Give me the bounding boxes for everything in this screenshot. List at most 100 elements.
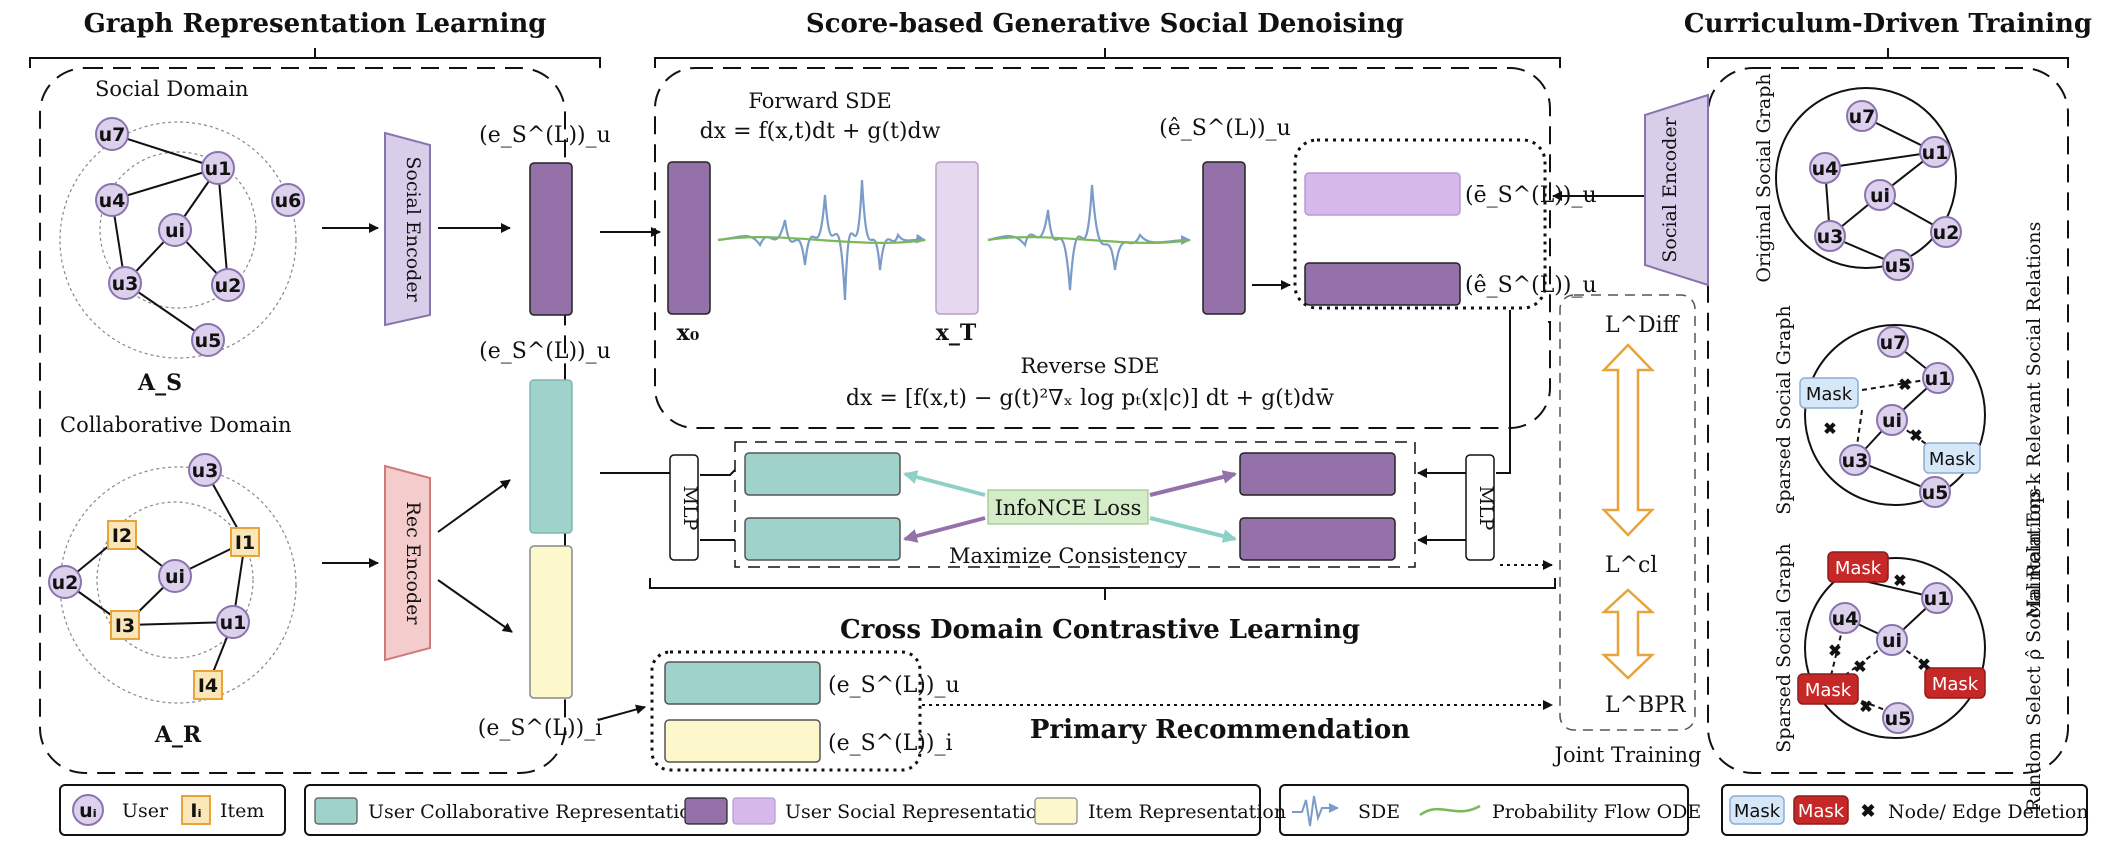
orig-node-u7: u7 xyxy=(1846,100,1878,132)
sp1-mask-1: Mask xyxy=(1799,377,1859,409)
sp1-node-u3: u3 xyxy=(1839,444,1871,476)
emb-ehat-label: (ê_S^(L))_u xyxy=(1465,273,1597,298)
maximize-label: Maximize Consistency xyxy=(949,544,1187,568)
node-collab-ui: ui xyxy=(158,559,192,593)
legend-user-label: User xyxy=(122,800,169,822)
legend-sde-label: SDE xyxy=(1358,801,1400,823)
svg-text:ui: ui xyxy=(165,220,185,242)
node-social-u7: u7 xyxy=(95,117,129,151)
node-social-u4: u4 xyxy=(95,183,129,217)
svg-text:u5: u5 xyxy=(1885,708,1912,730)
svg-text:ui: ui xyxy=(1882,630,1902,652)
mlp-left xyxy=(669,454,699,561)
node-social-u3: u3 xyxy=(108,266,142,300)
social-encoder-label: Social Encoder xyxy=(402,156,424,302)
svg-text:u2: u2 xyxy=(52,572,79,594)
legend-mask-light xyxy=(1729,795,1785,825)
adjacency-rec: A_R xyxy=(154,722,202,748)
legend-mask-light-label: Mask xyxy=(1734,801,1781,822)
legend-social-swatch-2 xyxy=(732,797,776,825)
primary-user-label: (e_S^(L))_u xyxy=(828,673,960,698)
topk-label: Maintain Top-k Relevant Social Relations xyxy=(2023,222,2045,619)
node-social-u5: u5 xyxy=(191,323,225,357)
arrow-infonce-tr xyxy=(1149,470,1237,497)
mlp-right xyxy=(1465,454,1495,561)
reverse-sde-eq: dx = [f(x,t) − g(t)²∇ₓ log pₜ(x|c)] dt +… xyxy=(846,386,1334,411)
svg-text:Mask: Mask xyxy=(1932,674,1979,695)
node-social-ui: ui xyxy=(158,213,192,247)
loss-diff: L^Diff xyxy=(1605,313,1680,338)
social-domain-label: Social Domain xyxy=(95,77,249,101)
sparsed-graph-1-circle xyxy=(1804,324,1986,506)
svg-text:I1: I1 xyxy=(235,532,255,554)
svg-text:ui: ui xyxy=(165,566,185,588)
svg-text:Mask: Mask xyxy=(1835,558,1882,579)
legend-mask-red-label: Mask xyxy=(1798,801,1845,822)
node-collab-u1: u1 xyxy=(216,605,250,639)
arrow-to-primary xyxy=(597,704,646,721)
svg-text:u4: u4 xyxy=(1832,608,1859,630)
svg-text:u4: u4 xyxy=(1812,158,1839,180)
svg-text:u1: u1 xyxy=(205,158,232,180)
legend-user-node: uᵢ xyxy=(79,800,97,822)
legend-user-icon xyxy=(72,794,104,826)
svg-text:u5: u5 xyxy=(1922,482,1949,504)
svg-text:u3: u3 xyxy=(1842,450,1869,472)
svg-text:u3: u3 xyxy=(112,273,139,295)
legend-mask xyxy=(1721,784,2088,836)
legend-collab-label: User Collaborative Representation xyxy=(368,801,703,823)
brace-score xyxy=(654,48,1561,68)
header-curriculum: Curriculum-Driven Training xyxy=(1684,9,2092,39)
sp1-delete-1: ✖ xyxy=(1898,375,1911,394)
mlp-left-out xyxy=(700,469,736,541)
sp1-delete-2: ✖ xyxy=(1823,419,1836,438)
legend-nodes xyxy=(59,784,286,836)
random-label: Random Select ρ̂ Social Relations xyxy=(2023,488,2045,812)
legend-sde-icon xyxy=(1292,795,1339,827)
svg-text:ui: ui xyxy=(1870,185,1890,207)
arrow-infonce-br xyxy=(1149,516,1237,543)
legend-ode-label: Probability Flow ODE xyxy=(1492,801,1701,823)
legend-sde xyxy=(1279,784,1689,836)
node-collab-i3: I3 xyxy=(110,610,140,640)
emb-ehat xyxy=(1304,262,1461,306)
svg-text:u3: u3 xyxy=(192,460,219,482)
emb-label-item: (e_S^(L))_i xyxy=(478,716,603,741)
node-collab-i1: I1 xyxy=(230,527,260,557)
sp1-node-u7: u7 xyxy=(1877,326,1909,358)
svg-text:Mask: Mask xyxy=(1805,680,1852,701)
svg-text:I2: I2 xyxy=(112,525,132,547)
sp2-mask-1: Mask xyxy=(1827,551,1889,583)
brace-graph xyxy=(29,48,601,68)
social-encoder xyxy=(384,131,431,327)
sp2-node-u5: u5 xyxy=(1882,702,1914,734)
orig-node-ui: ui xyxy=(1864,179,1896,211)
mlp-left-label: MLP xyxy=(679,486,701,531)
svg-text:u2: u2 xyxy=(1933,222,1960,244)
svg-text:u2: u2 xyxy=(215,275,242,297)
loss-bpr: L^BPR xyxy=(1605,693,1687,718)
sparsed-graph-1-label: Sparsed Social Graph xyxy=(1773,305,1795,514)
header-contrastive: Cross Domain Contrastive Learning xyxy=(840,615,1360,645)
score-panel xyxy=(654,67,1551,429)
sp1-node-ui: ui xyxy=(1876,404,1908,436)
emb-label-collab: (e_S^(L))_u xyxy=(479,339,611,364)
emb-item xyxy=(529,545,573,699)
sp1-delete-3: ✖ xyxy=(1909,426,1922,445)
svg-text:u6: u6 xyxy=(275,190,302,212)
legend-delete-label: Node/ Edge Deletion xyxy=(1888,801,2089,823)
sp1-node-u5: u5 xyxy=(1919,476,1951,508)
legend-item-icon xyxy=(181,795,211,825)
legend-item-rep-label: Item Representation xyxy=(1088,801,1286,823)
ode-reverse-flow xyxy=(987,236,1191,244)
svg-text:u1: u1 xyxy=(1924,588,1951,610)
cl-collab-2 xyxy=(744,517,901,561)
svg-text:I4: I4 xyxy=(198,675,218,697)
node-collab-i4: I4 xyxy=(193,670,223,700)
original-graph-circle xyxy=(1775,87,1957,269)
xt-label: x_T xyxy=(936,320,977,346)
sp2-node-ui: ui xyxy=(1876,624,1908,656)
contrastive-box xyxy=(734,441,1416,568)
svg-text:ui: ui xyxy=(1882,410,1902,432)
